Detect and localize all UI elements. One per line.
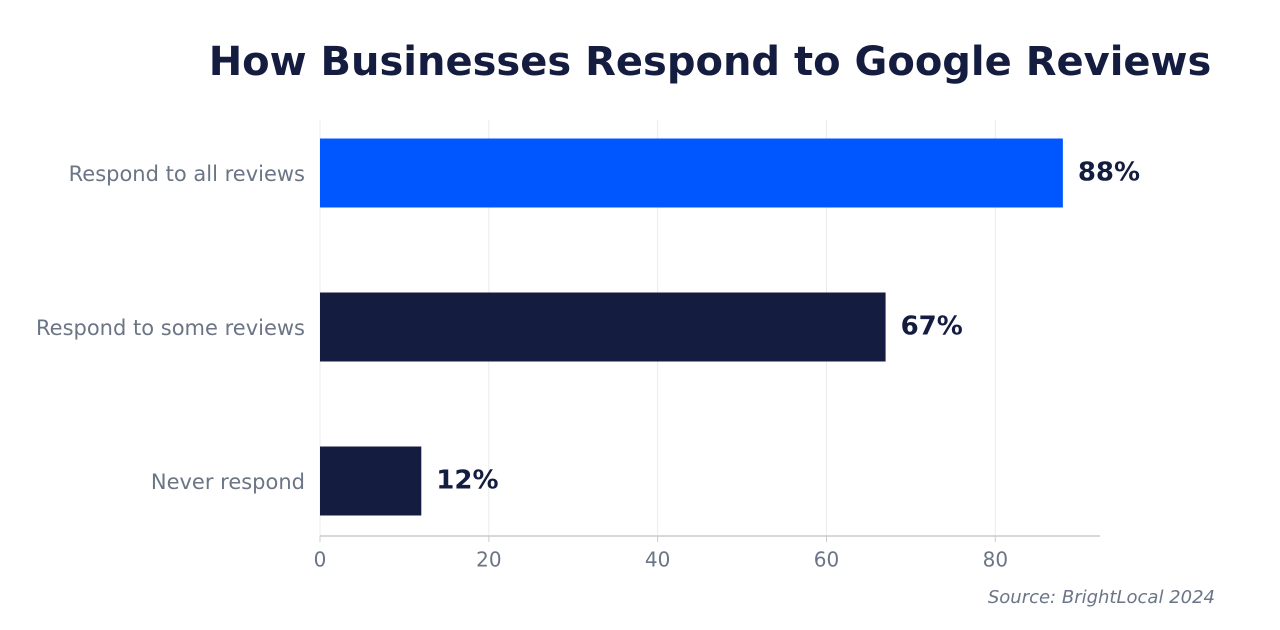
x-tick-label: 40 [645, 548, 670, 572]
value-label: 12% [436, 466, 498, 496]
value-label: 88% [1078, 158, 1140, 188]
x-tick-label: 0 [314, 548, 327, 572]
value-label: 67% [901, 312, 963, 342]
x-tick-label: 20 [476, 548, 501, 572]
bar [320, 446, 422, 516]
y-tick-label: Never respond [151, 470, 305, 494]
y-tick-label: Respond to all reviews [69, 162, 305, 186]
y-tick-label: Respond to some reviews [36, 316, 305, 340]
x-tick-label: 60 [814, 548, 839, 572]
bar [320, 138, 1063, 208]
chart-title: How Businesses Respond to Google Reviews [209, 39, 1212, 85]
x-tick-label: 80 [983, 548, 1008, 572]
source-note: Source: BrightLocal 2024 [988, 587, 1215, 608]
bar [320, 292, 886, 362]
